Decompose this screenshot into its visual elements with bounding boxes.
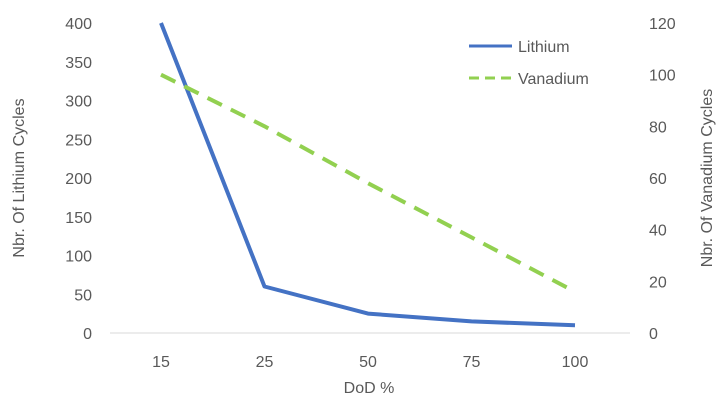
left-y-axis-title: Nbr. Of Lithium Cycles: [11, 98, 28, 257]
right-y-ticks: 0 20 40 60 80 100 120: [649, 16, 676, 343]
left-y-tick-label: 300: [65, 94, 92, 111]
right-y-tick-label: 60: [649, 171, 667, 188]
left-y-tick-label: 0: [83, 326, 92, 343]
right-y-tick-label: 40: [649, 223, 667, 240]
legend: Lithium Vanadium: [469, 39, 589, 88]
left-y-tick-label: 200: [65, 171, 92, 188]
left-y-tick-label: 250: [65, 132, 92, 149]
right-y-tick-label: 100: [649, 68, 676, 85]
x-axis-title: DoD %: [344, 380, 395, 397]
left-y-tick-label: 50: [74, 287, 92, 304]
x-ticks: 15 25 50 75 100: [152, 354, 588, 371]
legend-lithium-label: Lithium: [518, 39, 570, 56]
left-y-ticks: 0 50 100 150 200 250 300 350 400: [65, 16, 92, 343]
left-y-tick-label: 400: [65, 16, 92, 33]
left-y-tick-label: 350: [65, 55, 92, 72]
x-tick-label: 100: [562, 354, 589, 371]
right-y-tick-label: 120: [649, 16, 676, 33]
x-tick-label: 15: [152, 354, 170, 371]
legend-vanadium-label: Vanadium: [518, 71, 589, 88]
x-tick-label: 75: [463, 354, 481, 371]
right-y-tick-label: 20: [649, 274, 667, 291]
plot-series: [159, 22, 576, 328]
right-y-tick-label: 80: [649, 119, 667, 136]
left-y-tick-label: 150: [65, 210, 92, 227]
x-tick-label: 25: [256, 354, 274, 371]
right-y-axis-title: Nbr. Of Vanadium Cycles: [699, 89, 716, 267]
x-tick-label: 50: [359, 354, 377, 371]
left-y-tick-label: 100: [65, 249, 92, 266]
series-line-lithium: [159, 22, 576, 328]
right-y-tick-label: 0: [649, 326, 658, 343]
